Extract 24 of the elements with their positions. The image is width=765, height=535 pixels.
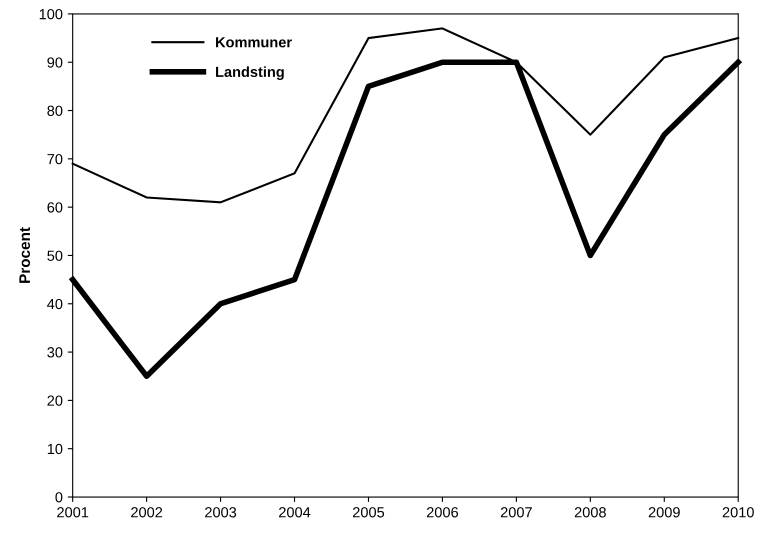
- x-tick-label: 2002: [131, 507, 162, 518]
- x-tick-label: 2004: [279, 507, 310, 518]
- y-tick-label: 20: [47, 395, 62, 406]
- y-tick-label: 50: [47, 250, 62, 261]
- legend-label: Kommuner: [216, 37, 292, 48]
- x-tick-label: 2007: [500, 507, 532, 518]
- x-tick-label: 2003: [205, 507, 236, 518]
- legend-label: Landsting: [216, 66, 284, 80]
- y-tick-label: 90: [47, 57, 62, 68]
- y-axis-title: Procent: [19, 227, 30, 283]
- x-tick-label: 2005: [352, 507, 384, 518]
- y-tick-label: 30: [47, 347, 62, 358]
- y-tick-label: 40: [47, 298, 62, 310]
- y-tick-label: 0: [55, 492, 62, 502]
- x-tick-label: 2006: [426, 507, 458, 518]
- y-tick-label: 80: [47, 106, 62, 116]
- y-tick-label: 10: [48, 444, 62, 454]
- y-tick-label: 60: [47, 202, 62, 213]
- x-tick-label: 2009: [648, 507, 680, 518]
- x-tick-label: 2008: [574, 507, 606, 518]
- x-tick-label: 2010: [722, 507, 754, 518]
- y-tick-label: 100: [40, 9, 62, 20]
- x-tick-label: 2001: [57, 507, 88, 518]
- y-tick-label: 70: [47, 154, 62, 164]
